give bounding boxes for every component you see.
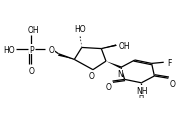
Text: O: O bbox=[169, 79, 175, 88]
Text: HO: HO bbox=[74, 25, 86, 34]
Text: O: O bbox=[48, 45, 54, 54]
Text: OH: OH bbox=[27, 26, 39, 34]
Text: NH: NH bbox=[137, 86, 148, 95]
Polygon shape bbox=[101, 45, 117, 49]
Text: O: O bbox=[29, 66, 34, 75]
Text: H: H bbox=[139, 93, 144, 99]
Text: HO: HO bbox=[3, 45, 15, 54]
Text: F: F bbox=[167, 58, 172, 67]
Polygon shape bbox=[58, 55, 74, 60]
Text: P: P bbox=[29, 45, 34, 54]
Text: O: O bbox=[106, 82, 112, 91]
Text: O: O bbox=[89, 72, 95, 81]
Polygon shape bbox=[106, 62, 122, 69]
Text: OH: OH bbox=[119, 41, 131, 50]
Text: N: N bbox=[117, 70, 123, 79]
